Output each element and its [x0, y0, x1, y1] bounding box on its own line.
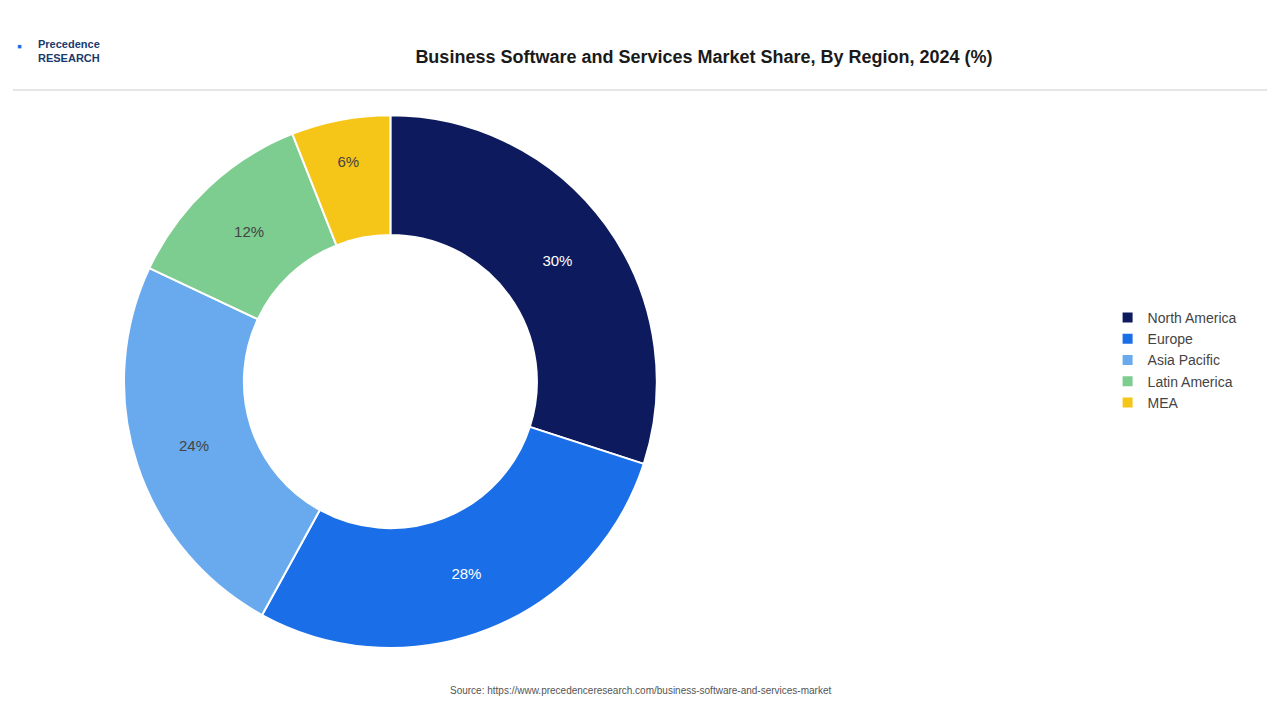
svg-text:Latin America: Latin America	[1148, 374, 1233, 390]
svg-text:12%: 12%	[234, 223, 264, 240]
svg-text:24%: 24%	[179, 437, 209, 454]
svg-text:▪: ▪	[17, 38, 22, 54]
svg-text:Business Software and Services: Business Software and Services Market Sh…	[415, 47, 992, 67]
svg-text:28%: 28%	[451, 565, 481, 582]
svg-text:MEA: MEA	[1148, 395, 1179, 411]
svg-text:6%: 6%	[338, 153, 360, 170]
svg-text:PrecedenceRESEARCH: PrecedenceRESEARCH	[38, 38, 100, 64]
svg-text:30%: 30%	[542, 252, 572, 269]
svg-text:Source: https://www.precedence: Source: https://www.precedenceresearch.c…	[450, 685, 831, 696]
svg-text:Europe: Europe	[1148, 331, 1193, 347]
svg-text:North America: North America	[1148, 310, 1237, 326]
svg-text:Asia Pacific: Asia Pacific	[1148, 352, 1220, 368]
